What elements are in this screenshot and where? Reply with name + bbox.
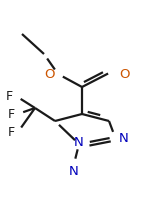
Text: F: F [6, 90, 13, 103]
Text: N: N [119, 131, 129, 144]
Text: F: F [8, 108, 15, 121]
Text: N: N [69, 164, 79, 177]
Text: O: O [119, 68, 129, 81]
Text: N: N [74, 135, 84, 148]
Text: O: O [44, 68, 55, 81]
Text: F: F [8, 126, 15, 139]
